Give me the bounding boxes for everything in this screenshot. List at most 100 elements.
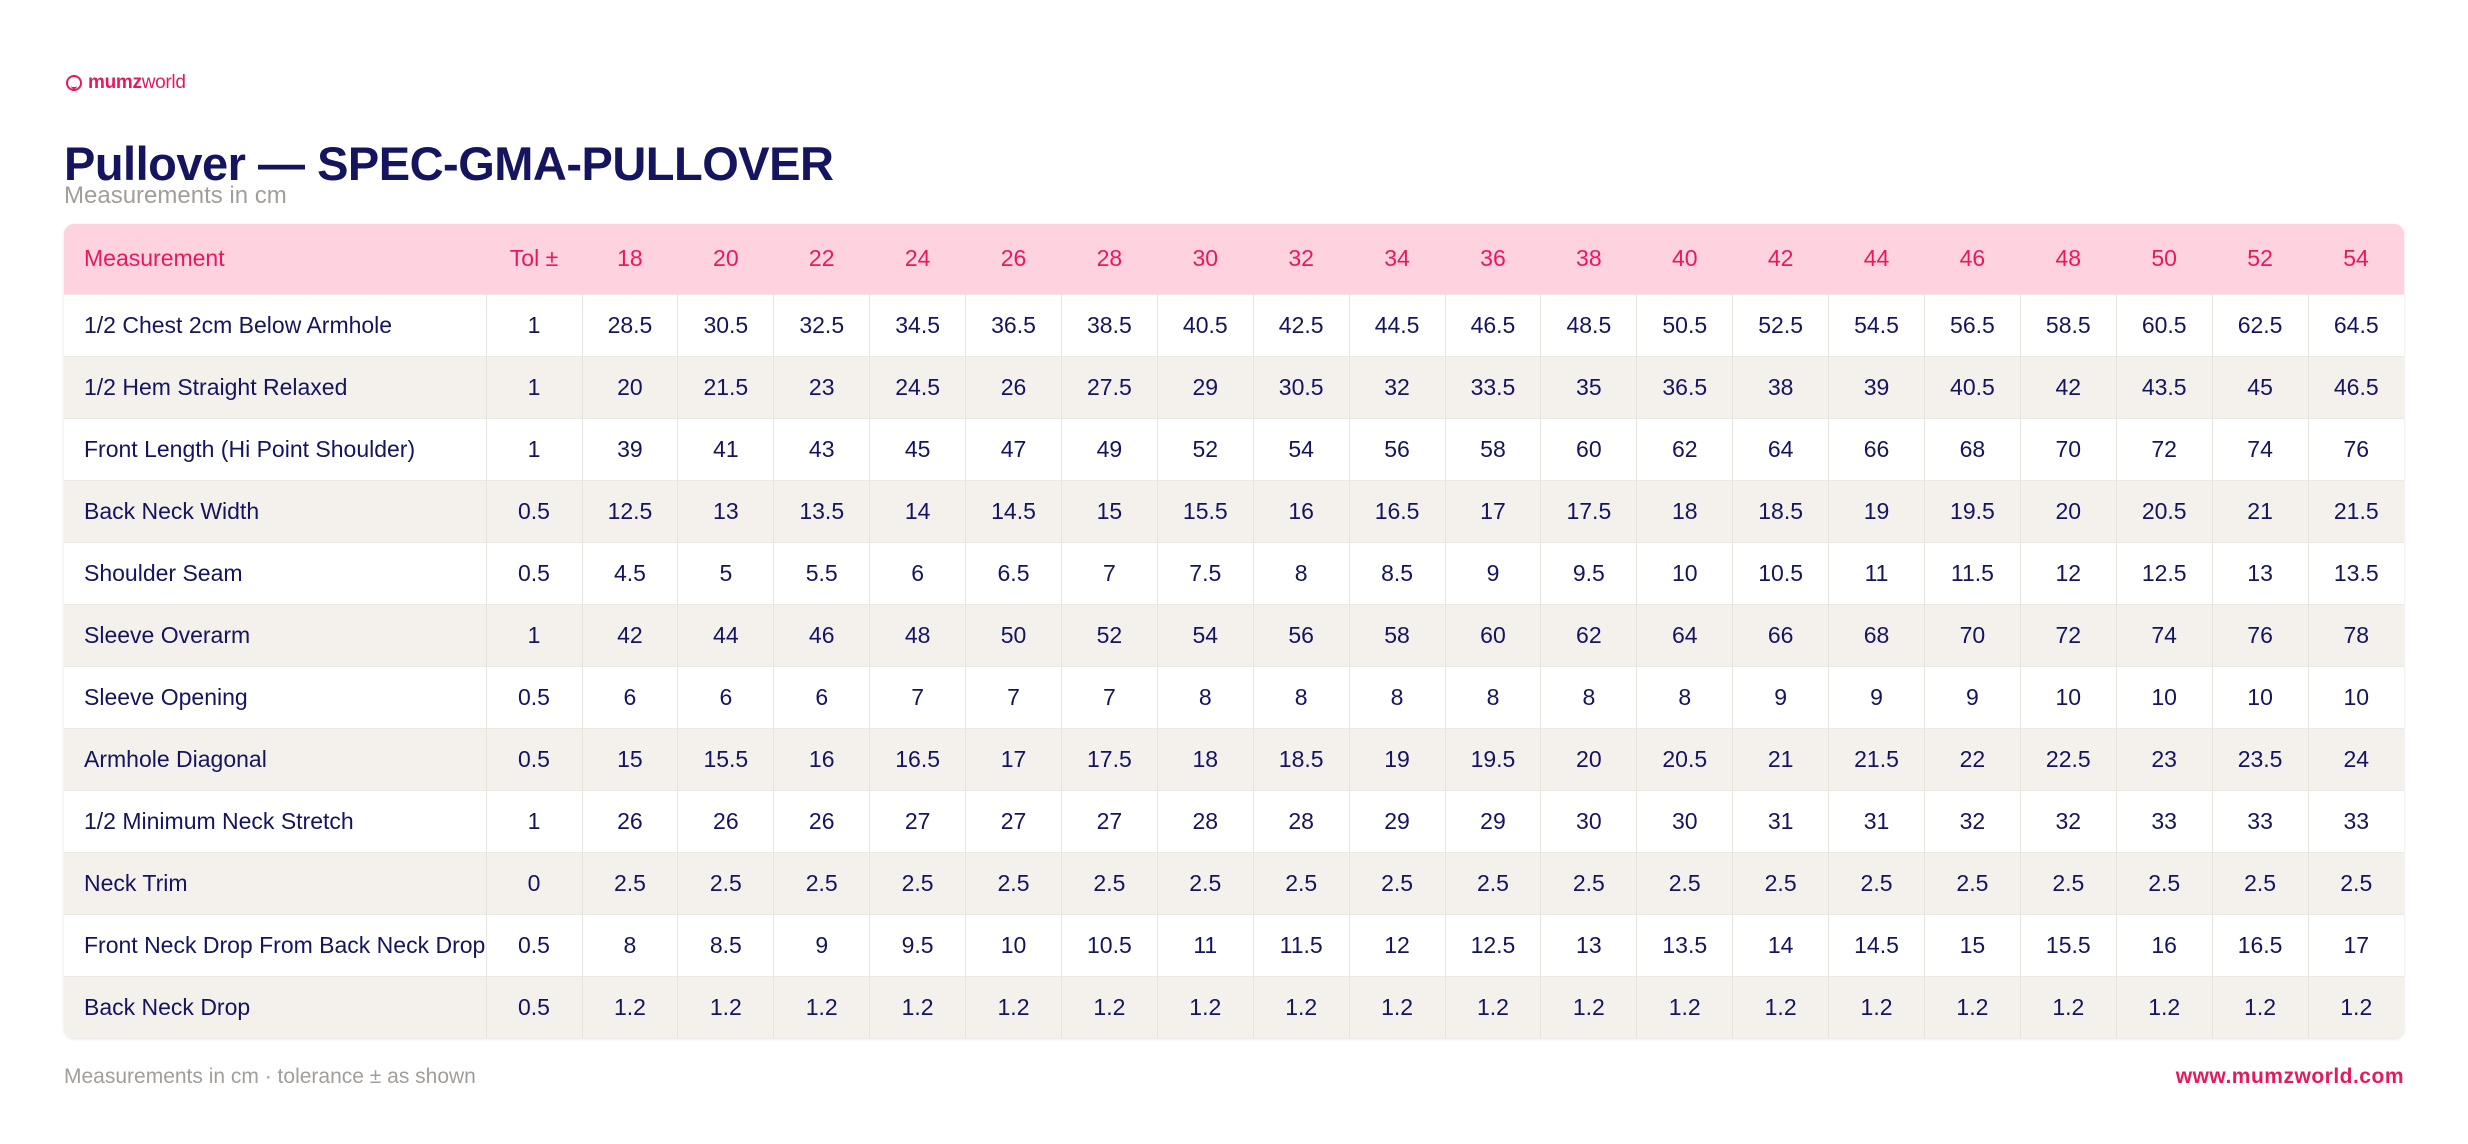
value-cell: 2.5 <box>1349 851 1446 914</box>
value-cell: 27.5 <box>1061 355 1158 418</box>
value-cell: 15.5 <box>677 727 775 790</box>
value-cell: 10 <box>1636 541 1734 604</box>
header-size: 24 <box>869 224 966 294</box>
value-cell: 36.5 <box>965 293 1062 356</box>
value-cell: 9.5 <box>1540 541 1638 604</box>
value-cell: 21.5 <box>2308 479 2404 542</box>
value-cell: 8 <box>1540 665 1638 728</box>
value-cell: 8.5 <box>677 913 775 976</box>
value-cell: 70 <box>2020 417 2117 480</box>
value-cell: 11 <box>1828 541 1925 604</box>
value-cell: 33 <box>2212 789 2309 852</box>
value-cell: 33.5 <box>1445 355 1542 418</box>
table-row: 1/2 Chest 2cm Below Armhole 1 28.5 30.5 32.5… <box>64 293 2404 356</box>
table-row: 1/2 Minimum Neck Stretch 1 26 26 26 27 27 27 28 2… <box>64 789 2404 852</box>
value-cell: 60 <box>1445 603 1542 666</box>
value-cell: 1.2 <box>1828 975 1925 1038</box>
header-size: 38 <box>1540 224 1637 294</box>
value-cell: 62 <box>1540 603 1638 666</box>
value-cell: 16 <box>773 727 871 790</box>
value-cell: 28 <box>1157 789 1254 852</box>
value-cell: 7 <box>1061 665 1158 728</box>
page-title: Pullover — SPEC-GMA-PULLOVER <box>64 137 834 190</box>
value-cell: 19.5 <box>1445 727 1542 790</box>
value-cell: 42 <box>582 603 679 666</box>
measurement-name: Front Length (Hi Point Shoulder) <box>64 417 487 480</box>
value-cell: 58 <box>1349 603 1446 666</box>
value-cell: 48 <box>869 603 967 666</box>
header-size: 26 <box>965 224 1062 294</box>
value-cell: 9 <box>1732 665 1830 728</box>
footer-url-link[interactable]: www.mumzworld.com <box>2175 1065 2404 1088</box>
value-cell: 7 <box>1061 541 1158 604</box>
value-cell: 22 <box>1924 727 2021 790</box>
table-row: Back Neck Drop 0.5 1.2 1.2 1.2 1.2 1.2 1.2 1.2 1.… <box>64 975 2404 1038</box>
tolerance-cell: 1 <box>486 789 583 852</box>
table-row: Front Length (Hi Point Shoulder) 1 39 41 43 4… <box>64 417 2404 480</box>
value-cell: 13.5 <box>1636 913 1734 976</box>
value-cell: 6 <box>773 665 871 728</box>
value-cell: 40.5 <box>1157 293 1254 356</box>
header-size: 44 <box>1828 224 1925 294</box>
value-cell: 28 <box>1253 789 1350 852</box>
header-size: 48 <box>2020 224 2117 294</box>
value-cell: 52 <box>1061 603 1158 666</box>
value-cell: 44.5 <box>1349 293 1446 356</box>
value-cell: 8 <box>1253 665 1350 728</box>
measurement-name: Neck Trim <box>64 851 487 914</box>
value-cell: 1.2 <box>582 975 679 1038</box>
measurement-name: Armhole Diagonal <box>64 727 487 790</box>
value-cell: 15 <box>582 727 679 790</box>
value-cell: 1.2 <box>1732 975 1830 1038</box>
value-cell: 9 <box>1445 541 1542 604</box>
value-cell: 2.5 <box>1061 851 1158 914</box>
value-cell: 31 <box>1828 789 1925 852</box>
value-cell: 1.2 <box>1445 975 1542 1038</box>
value-cell: 30.5 <box>1253 355 1350 418</box>
value-cell: 26 <box>965 355 1062 418</box>
spec-table: Measurement Tol ±18 20 22 24 26 28 30 32 34 36 38 40… <box>64 224 2404 1038</box>
value-cell: 14.5 <box>965 479 1062 542</box>
value-cell: 15 <box>1061 479 1158 542</box>
value-cell: 52 <box>1157 417 1254 480</box>
value-cell: 20 <box>1540 727 1638 790</box>
value-cell: 62 <box>1636 417 1734 480</box>
header-measurement: Measurement <box>64 224 486 294</box>
tolerance-cell: 0.5 <box>486 665 583 728</box>
value-cell: 13 <box>2212 541 2309 604</box>
header-size: 40 <box>1636 224 1733 294</box>
tolerance-cell: 0.5 <box>486 975 583 1038</box>
value-cell: 1.2 <box>677 975 775 1038</box>
value-cell: 2.5 <box>1828 851 1925 914</box>
value-cell: 19 <box>1349 727 1446 790</box>
value-cell: 1.2 <box>1349 975 1446 1038</box>
value-cell: 9 <box>1828 665 1925 728</box>
value-cell: 1.2 <box>869 975 967 1038</box>
value-cell: 2.5 <box>1157 851 1254 914</box>
table-row: Front Neck Drop From Back Neck Drop 0.5 8 8… <box>64 913 2404 976</box>
value-cell: 16.5 <box>869 727 967 790</box>
table-row: Neck Trim 0 2.5 2.5 2.5 2.5 2.5 2.5 2.5 2.5 2.5 2.5… <box>64 851 2404 914</box>
value-cell: 12.5 <box>2116 541 2213 604</box>
table-row: Sleeve Overarm 1 42 44 46 48 50 52 54 56 58 60 62 64 6… <box>64 603 2404 666</box>
value-cell: 6 <box>869 541 967 604</box>
value-cell: 22.5 <box>2020 727 2117 790</box>
value-cell: 17 <box>965 727 1062 790</box>
tolerance-cell: 0.5 <box>486 913 583 976</box>
value-cell: 60.5 <box>2116 293 2213 356</box>
header-size: 36 <box>1445 224 1541 294</box>
value-cell: 13 <box>677 479 775 542</box>
value-cell: 74 <box>2212 417 2309 480</box>
tolerance-cell: 0.5 <box>486 727 583 790</box>
value-cell: 18 <box>1636 479 1734 542</box>
value-cell: 28.5 <box>582 293 679 356</box>
value-cell: 54 <box>1157 603 1254 666</box>
value-cell: 9 <box>773 913 871 976</box>
tolerance-cell: 1 <box>486 293 583 356</box>
logo-smile-icon <box>66 75 82 91</box>
value-cell: 32 <box>1349 355 1446 418</box>
value-cell: 32 <box>2020 789 2117 852</box>
measurement-name: Sleeve Opening <box>64 665 487 728</box>
value-cell: 42 <box>2020 355 2117 418</box>
value-cell: 31 <box>1732 789 1830 852</box>
